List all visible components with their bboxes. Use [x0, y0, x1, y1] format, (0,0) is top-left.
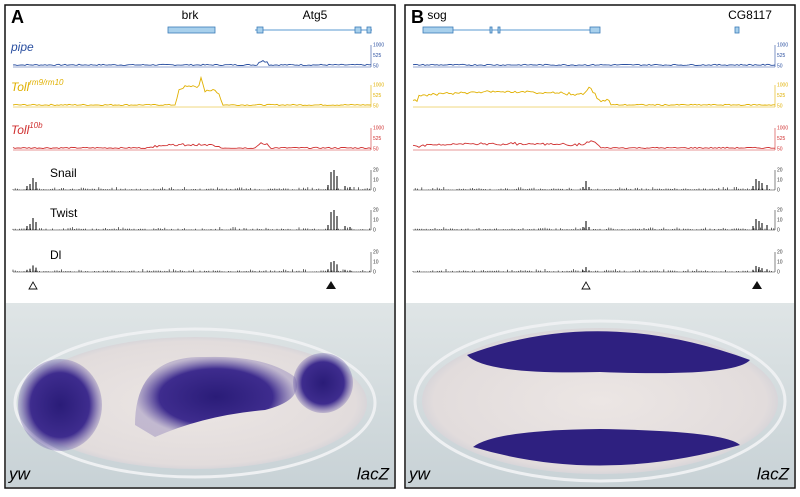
open-triangle	[581, 281, 591, 290]
scale-label: 0	[373, 227, 376, 233]
scale-label: 50	[777, 103, 783, 109]
filled-triangle	[326, 281, 336, 289]
scale-label: 1000	[373, 125, 384, 131]
stain	[293, 353, 353, 413]
track-superscript: rm9/rm10	[29, 78, 64, 87]
expression-trace	[412, 140, 775, 149]
expression-trace	[412, 86, 775, 106]
genotype-label: yw	[8, 464, 32, 483]
expression-trace	[12, 142, 372, 149]
panel-letter: B	[411, 7, 424, 27]
scale-label: 525	[373, 93, 382, 99]
scale-label: 50	[777, 63, 783, 69]
track-label: Toll10b	[11, 121, 43, 137]
scale-label: 10	[373, 259, 379, 265]
reporter-label: lacZ	[357, 464, 390, 483]
scale-label: 20	[777, 167, 783, 173]
scale-label: 20	[777, 207, 783, 213]
embryo-membrane	[13, 327, 377, 479]
track-name: Toll	[11, 123, 30, 137]
expression-trace	[12, 60, 372, 66]
gene-exon	[489, 26, 493, 34]
scale-label: 50	[373, 63, 379, 69]
scale-label: 525	[777, 53, 786, 59]
scale-label: 525	[777, 93, 786, 99]
gene-exon	[734, 26, 740, 34]
filled-triangle	[752, 281, 762, 289]
scale-label: 10	[777, 217, 783, 223]
scale-label: 10	[777, 259, 783, 265]
scale-label: 1000	[373, 42, 384, 48]
open-triangle	[28, 281, 38, 290]
gene-exon	[366, 26, 372, 34]
gene-exon	[256, 26, 264, 34]
expression-trace	[412, 63, 776, 66]
expression-trace	[12, 75, 372, 106]
stain	[467, 331, 750, 374]
panel-letter: A	[11, 7, 24, 27]
scale-label: 20	[777, 249, 783, 255]
scale-label: 525	[373, 136, 382, 142]
reporter-label: lacZ	[757, 464, 790, 483]
stain	[473, 429, 740, 466]
scale-label: 10	[373, 177, 379, 183]
gene-label: brk	[182, 8, 200, 22]
gene-exon	[497, 26, 501, 34]
scale-label: 10	[777, 177, 783, 183]
gene-label: Atg5	[303, 8, 328, 22]
track-label: pipe	[10, 40, 34, 54]
scale-label: 525	[777, 136, 786, 142]
track-name: pipe	[10, 40, 34, 54]
track-label: Tollrm9/rm10	[11, 78, 64, 94]
scale-label: 10	[373, 217, 379, 223]
scale-label: 1000	[373, 82, 384, 88]
scale-label: 20	[373, 167, 379, 173]
scale-label: 0	[777, 227, 780, 233]
scale-label: 50	[373, 103, 379, 109]
gene-exon	[422, 26, 454, 34]
gene-exon	[167, 26, 216, 34]
scale-label: 50	[777, 146, 783, 152]
track-superscript: 10b	[29, 121, 43, 130]
embryo-membrane	[413, 319, 787, 483]
scale-label: 1000	[777, 82, 788, 88]
scale-label: 1000	[777, 125, 788, 131]
scale-label: 20	[373, 207, 379, 213]
scale-label: 1000	[777, 42, 788, 48]
scale-label: 0	[777, 269, 780, 275]
gene-exon	[589, 26, 601, 34]
gene-label: CG8117	[728, 8, 772, 22]
gene-exon	[354, 26, 362, 34]
track-label: Twist	[50, 206, 78, 220]
scale-label: 20	[373, 249, 379, 255]
track-name: Toll	[11, 80, 30, 94]
track-label: Snail	[50, 166, 77, 180]
stain	[18, 359, 102, 451]
scale-label: 0	[373, 269, 376, 275]
scale-label: 0	[777, 187, 780, 193]
scale-label: 0	[373, 187, 376, 193]
stain	[135, 356, 297, 437]
genotype-label: yw	[408, 464, 432, 483]
scale-label: 525	[373, 53, 382, 59]
gene-label: sog	[427, 8, 446, 22]
track-label: Dl	[50, 248, 61, 262]
scale-label: 50	[373, 146, 379, 152]
